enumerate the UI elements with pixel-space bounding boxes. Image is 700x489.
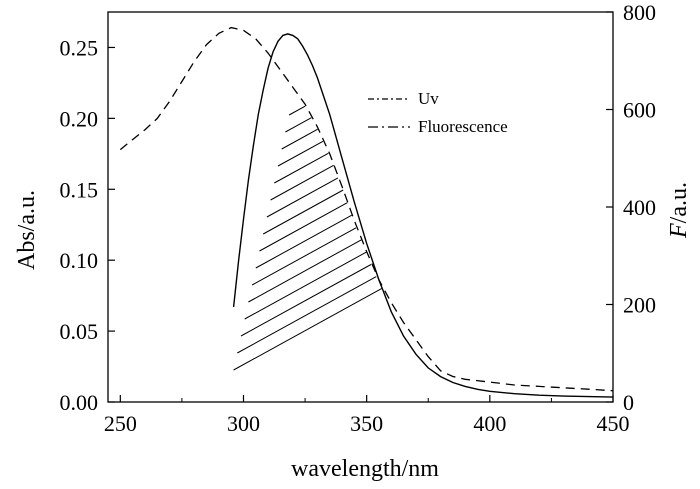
hatch-line	[262, 189, 344, 235]
hatch-line	[233, 288, 382, 371]
y-right-tick-label: 600	[623, 98, 656, 123]
plot-frame	[107, 11, 614, 403]
hatch-line	[237, 276, 377, 354]
y-left-tick-label: 0.25	[60, 35, 99, 60]
hatch-line	[244, 251, 367, 320]
y-axis-left: 0.00 0.05 0.10 0.15 0.20 0.25	[60, 35, 115, 415]
y-axis-right: 0 200 400 600 800	[606, 0, 656, 415]
hatch-line	[274, 152, 329, 184]
x-tick-label: 250	[104, 411, 137, 436]
hatch-line	[281, 128, 318, 150]
y-axis-right-title: F/a.u.	[666, 182, 692, 239]
hatched-overlap-region	[233, 105, 382, 371]
hatch-line	[277, 140, 324, 167]
y-left-tick-label: 0.15	[60, 177, 99, 202]
y-axis-right-title-symbol: F	[666, 223, 692, 239]
x-tick-label: 450	[597, 411, 630, 436]
series-line-fluorescence	[232, 33, 614, 398]
hatch-line	[288, 105, 306, 116]
legend-label-fluorescence: Fluorescence	[418, 117, 508, 136]
hatch-line	[266, 177, 339, 218]
y-left-tick-label: 0.05	[60, 319, 99, 344]
x-axis-title: wavelength/nm	[291, 456, 439, 482]
y-left-tick-label: 0.10	[60, 248, 99, 273]
hatch-line	[270, 164, 334, 201]
y-right-tick-label: 800	[623, 0, 656, 25]
hatch-line	[259, 202, 348, 252]
y-right-tick-label: 200	[623, 293, 656, 318]
x-tick-label: 350	[350, 411, 383, 436]
hatch-line	[255, 214, 353, 269]
hatch-line	[251, 227, 357, 286]
legend: Uv Fluorescence	[368, 89, 508, 136]
y-left-tick-label: 0.00	[60, 390, 99, 415]
y-axis-left-title: Abs/a.u.	[14, 190, 40, 270]
y-right-tick-label: 400	[623, 195, 656, 220]
y-right-tick-label: 0	[623, 390, 634, 415]
y-left-tick-label: 0.20	[60, 106, 99, 131]
legend-label-uv: Uv	[418, 89, 439, 108]
x-tick-label: 300	[227, 411, 260, 436]
hatch-line	[285, 117, 312, 133]
x-tick-label: 400	[473, 411, 506, 436]
hatch-line	[240, 264, 372, 337]
hatch-line	[248, 239, 362, 303]
series-line-uv	[119, 26, 614, 392]
y-axis-right-title-unit: /a.u.	[666, 182, 692, 223]
x-axis: 250 300 350 400 450	[104, 395, 630, 436]
